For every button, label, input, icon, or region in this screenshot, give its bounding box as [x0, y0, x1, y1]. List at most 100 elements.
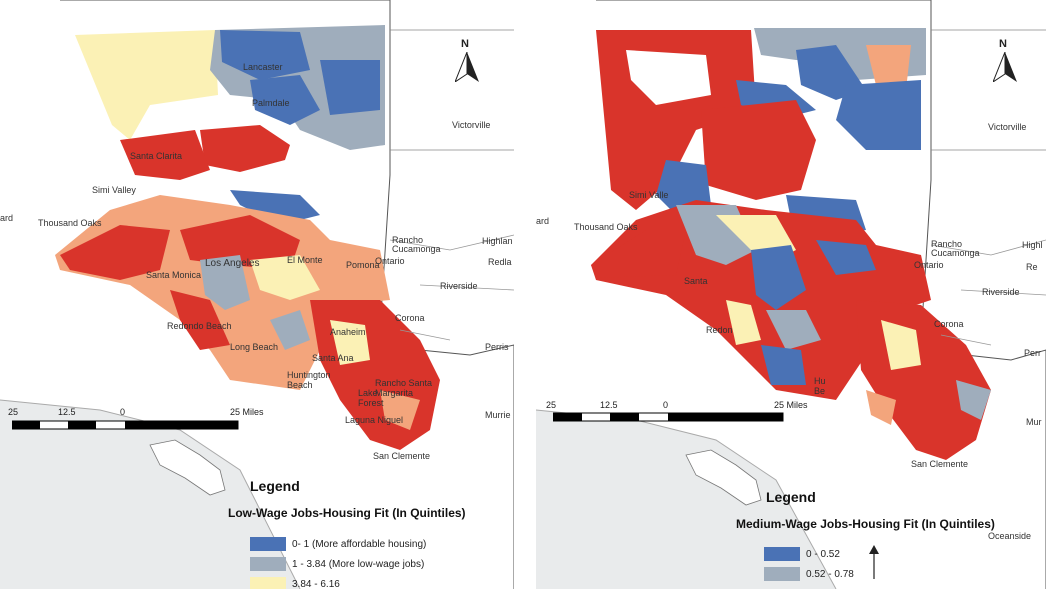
region-basin-blue-2: [816, 240, 876, 275]
place-lake-forest: Lake Forest: [358, 388, 384, 408]
region-basin-red-west: [60, 225, 170, 280]
place-anaheim: Anaheim: [330, 327, 366, 337]
region-basin-grey-2: [766, 310, 821, 350]
north-arrow-icon: [993, 52, 1017, 82]
place-santa-clarita: Santa Clarita: [130, 151, 183, 161]
region-palmdale: [250, 75, 320, 125]
place-corona: Corona: [934, 319, 964, 329]
place-murrieta: Murrie: [485, 410, 511, 420]
place-simi-valley: Simi Valle: [629, 190, 669, 200]
place-santa-ana: Santa Ana: [312, 353, 354, 363]
legend-label: 3.84 - 6.16: [292, 578, 340, 589]
region-santa-clarita: [120, 130, 210, 180]
region-east-desert: [320, 60, 380, 115]
place-victorville: Victorville: [988, 122, 1027, 132]
place-laguna-niguel: Laguna Niguel: [345, 415, 404, 425]
place-riverside: Riverside: [982, 287, 1020, 297]
place-ard: ard: [0, 213, 14, 223]
north-arrow-icon: [455, 52, 479, 82]
scale-bar: [12, 420, 239, 430]
legend-subtitle: Low-Wage Jobs-Housing Fit (In Quintiles): [228, 506, 466, 520]
place-perris: Perris: [485, 342, 509, 352]
place-ard: ard: [536, 216, 550, 226]
place-highland: Highlan: [482, 236, 513, 246]
legend-label: 1 - 3.84 (More low-wage jobs): [292, 558, 425, 570]
legend-item: 0- 1 (More affordable housing): [250, 536, 426, 552]
catalina-island: [685, 449, 762, 506]
region-central-red: [200, 125, 290, 172]
legend-subtitle: Medium-Wage Jobs-Housing Fit (In Quintil…: [736, 517, 995, 531]
roads: [389, 234, 514, 341]
medium-wage-map-panel: Victorville Simi Valle Thousand Oaks ard…: [536, 0, 1046, 589]
region-basin-red-central: [180, 215, 300, 270]
county-lines-east: [931, 29, 1046, 151]
place-thousand-oaks: Thousand Oaks: [574, 222, 638, 232]
legend-label: 0 - 0.52: [806, 548, 840, 560]
region-east-blue: [836, 80, 921, 150]
place-highland: Highl: [1022, 240, 1043, 250]
scale-label-25-miles: 25 Miles: [230, 407, 264, 417]
place-rancho-cucamonga: Rancho Cucamonga: [392, 235, 441, 254]
roads: [930, 239, 1046, 346]
north-arrow: N: [991, 38, 1021, 88]
place-thousand-oaks: Thousand Oaks: [38, 218, 102, 228]
place-rancho-santa-margarita: Rancho Santa Margarita: [375, 378, 433, 398]
place-rancho-cucamonga: Rancho Cucamonga: [931, 239, 980, 258]
scale-label-25-miles: 25 Miles: [774, 400, 808, 410]
region-central-red: [701, 100, 816, 200]
place-redlands: Redla: [488, 257, 512, 267]
county-lines-east: [390, 29, 514, 151]
region-oc-orange: [380, 390, 420, 430]
scale-label-0: 0: [663, 400, 669, 410]
region-oc-yellow: [330, 320, 370, 365]
region-oc-blue: [270, 310, 310, 350]
place-el-monte: El Monte: [287, 255, 323, 265]
low-wage-map: [0, 0, 514, 589]
place-victorville: Victorville: [452, 120, 491, 130]
legend-item: 3.84 - 6.16: [250, 576, 340, 589]
low-wage-map-panel: Lancaster Palmdale Victorville Santa Cla…: [0, 0, 514, 589]
catalina-island: [149, 439, 226, 496]
region-basin-west-red: [591, 230, 686, 278]
legend-swatch: [250, 557, 286, 571]
legend-swatch: [250, 537, 286, 551]
legend-item: 0.52 - 0.78: [764, 566, 854, 582]
scale-label-12-5: 12.5: [58, 407, 76, 417]
region-oc-yellow: [881, 320, 921, 370]
place-huntington-beach: Hu Be: [814, 376, 826, 396]
place-long-beach: Long Beach: [230, 342, 279, 352]
scale-label-12-5: 12.5: [600, 400, 618, 410]
place-pomona: Pomona: [346, 260, 380, 270]
place-perris: Perr: [1024, 348, 1042, 358]
region-lancaster: [220, 30, 310, 80]
place-ontario: Ontario: [375, 256, 405, 266]
place-huntington-beach: Huntington Beach: [287, 370, 331, 390]
place-los-angeles: Los Angeles: [205, 258, 260, 269]
legend-title: Legend: [250, 478, 300, 494]
legend-label: 0.52 - 0.78: [806, 568, 854, 580]
region-long-beach-blue: [761, 345, 806, 385]
place-ontario: Ontario: [914, 260, 944, 270]
region-oc-grey: [956, 380, 991, 420]
region-mountains-blue: [230, 190, 320, 225]
region-oc-orange: [866, 390, 896, 425]
place-oceanside: Oceanside: [988, 531, 1032, 541]
region-basin-blue-1: [751, 245, 806, 310]
up-arrow-icon: [869, 545, 879, 579]
region-north-yellow: [75, 30, 218, 140]
panel-divider: [514, 0, 536, 589]
legend-title: Legend: [766, 489, 816, 505]
place-redondo-beach: Redondo Beach: [167, 321, 232, 331]
place-lancaster: Lancaster: [243, 62, 283, 72]
place-murrieta: Mur: [1026, 417, 1042, 427]
region-coast-red: [170, 290, 230, 350]
place-san-clemente: San Clemente: [373, 451, 431, 461]
scale-label-25-left: 25: [546, 400, 557, 410]
scale-bar: [553, 412, 784, 422]
legend-item: 1 - 3.84 (More low-wage jobs): [250, 556, 424, 572]
scale-label-25-left: 25: [8, 407, 19, 417]
region-north-orange: [866, 45, 911, 90]
scale-label-0: 0: [120, 407, 126, 417]
medium-wage-map: [536, 0, 1046, 589]
place-santa-monica: Santa: [684, 276, 708, 286]
